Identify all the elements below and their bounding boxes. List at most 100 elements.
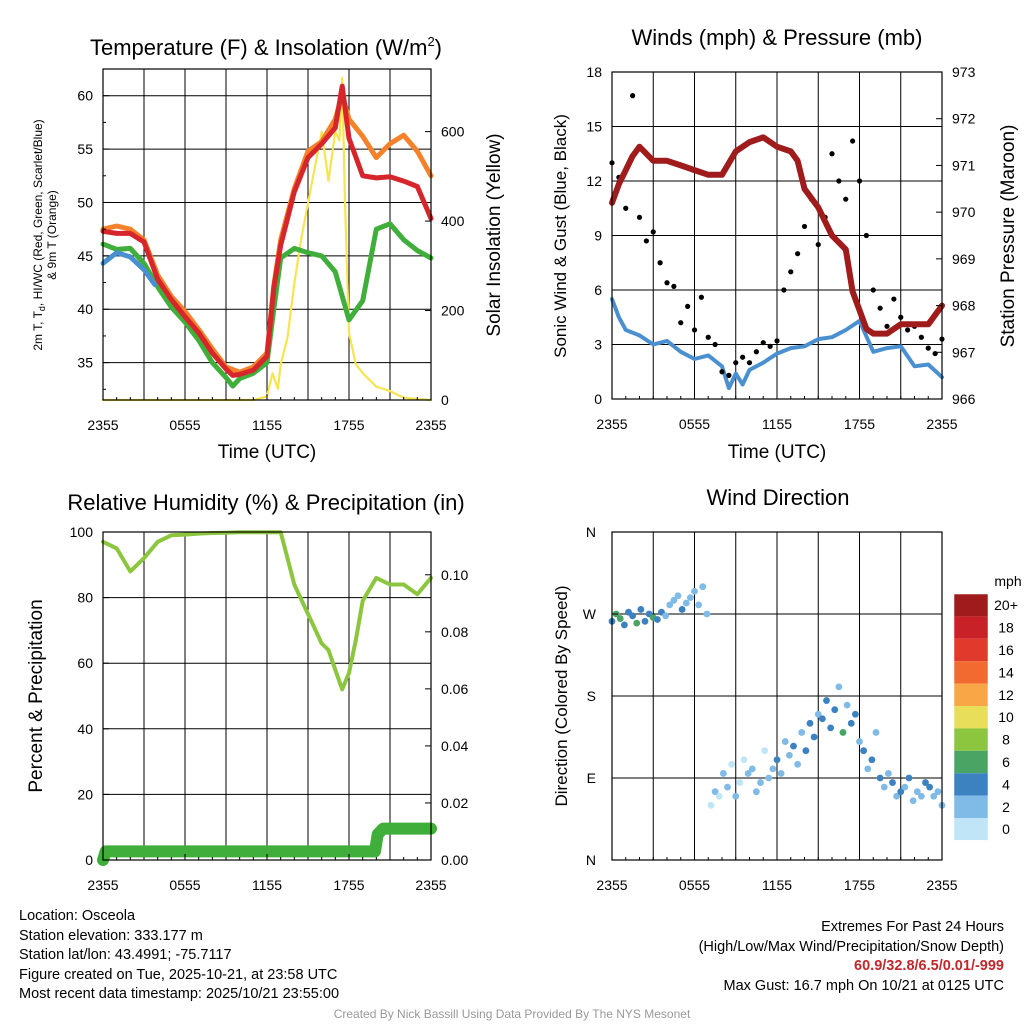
direction-point xyxy=(876,774,884,782)
wind-y-label: Sonic Wind & Gust (Blue, Black) xyxy=(551,114,570,358)
y2-tick-label: 600 xyxy=(441,124,465,140)
x-tick-label: 1155 xyxy=(762,416,792,432)
gust-point xyxy=(774,338,780,344)
direction-point xyxy=(715,792,723,800)
dewpoint-line xyxy=(100,221,434,389)
colorbar-label: 8 xyxy=(1002,732,1010,748)
colorbar-label: 0 xyxy=(1002,821,1010,837)
direction-point xyxy=(802,747,810,755)
y-tick-label: N xyxy=(586,852,596,868)
gust-point xyxy=(630,93,636,99)
y-tick-label: 50 xyxy=(77,194,93,210)
rh-y2-ticks: 0.00 0.02 0.04 0.06 0.08 0.10 xyxy=(425,567,468,868)
y-tick-label: 18 xyxy=(586,64,602,80)
rh-series xyxy=(97,530,437,866)
colorbar-swatch xyxy=(954,706,988,729)
gust-point xyxy=(905,327,911,333)
direction-point xyxy=(732,792,740,800)
direction-point xyxy=(922,779,929,786)
y2-tick-label: 972 xyxy=(952,111,976,127)
direction-point xyxy=(629,612,637,620)
gust-point xyxy=(932,350,938,357)
direction-point xyxy=(806,719,814,727)
gust-point xyxy=(781,287,787,293)
colorbar-label: 2 xyxy=(1002,799,1010,815)
recent-timestamp: Most recent data timestamp: 2025/10/21 2… xyxy=(19,986,340,1003)
direction-point xyxy=(926,783,934,791)
direction-point xyxy=(909,797,917,805)
y-tick-label: 3 xyxy=(594,337,602,353)
y2-tick-label: 0.06 xyxy=(441,681,468,697)
y-tick-label: 35 xyxy=(77,355,93,371)
y2-tick-label: 0.10 xyxy=(441,567,468,583)
colorbar-swatch xyxy=(954,773,988,796)
direction-point xyxy=(691,587,698,595)
dir-grid xyxy=(612,532,942,860)
direction-point xyxy=(818,715,826,723)
x-tick-label: 1755 xyxy=(333,417,364,433)
gust-point xyxy=(712,341,718,348)
colorbar-unit: mph xyxy=(994,573,1021,589)
wind-title: Winds (mph) & Pressure (mb) xyxy=(632,25,923,50)
direction-point xyxy=(765,774,773,782)
gust-point xyxy=(795,251,801,257)
temperature-line xyxy=(100,83,434,378)
sonic-wind-line xyxy=(610,297,944,391)
direction-point xyxy=(653,616,661,623)
gust-point xyxy=(746,360,753,366)
rh-panel: Relative Humidity (%) & Precipitation (i… xyxy=(26,490,468,893)
y2-tick-label: 0.02 xyxy=(441,795,468,811)
y2-tick-label: 970 xyxy=(952,204,976,220)
colorbar-swatch xyxy=(954,616,988,639)
direction-point xyxy=(843,701,851,709)
direction-point xyxy=(889,779,896,786)
gust-point xyxy=(705,334,711,340)
x-tick-label: 1155 xyxy=(252,877,282,893)
y-tick-label: 15 xyxy=(586,119,602,135)
direction-point xyxy=(860,747,868,755)
gust-point xyxy=(898,314,904,320)
direction-point xyxy=(868,756,876,764)
dir-y-label: Direction (Colored By Speed) xyxy=(552,585,571,806)
x-tick-label: 0555 xyxy=(679,416,710,432)
wind-series xyxy=(609,93,945,391)
direction-point xyxy=(781,738,789,745)
gust-point xyxy=(877,305,883,311)
x-tick-label: 2355 xyxy=(926,416,957,432)
temp-series xyxy=(100,76,434,402)
station-location: Location: Osceola xyxy=(19,908,136,924)
direction-point xyxy=(736,779,744,786)
temp-y-label: 2m T, Td, HI/WC (Red, Green, Scarlet/Blu… xyxy=(31,119,47,350)
y-tick-label: S xyxy=(587,688,596,704)
x-tick-label: 1755 xyxy=(844,416,875,432)
colorbar-swatch xyxy=(954,594,988,617)
direction-point xyxy=(901,783,909,791)
direction-point xyxy=(740,756,748,764)
direction-point xyxy=(835,683,843,691)
direction-point xyxy=(662,612,670,620)
rh-grid xyxy=(103,532,431,860)
y2-tick-label: 200 xyxy=(441,303,465,319)
direction-point xyxy=(695,601,703,609)
y2-tick-label: 967 xyxy=(952,344,976,360)
gust-point xyxy=(863,232,869,239)
max-gust: Max Gust: 16.7 mph On 10/21 at 0125 UTC xyxy=(723,977,1004,994)
wind-grid xyxy=(612,72,942,399)
direction-point xyxy=(831,706,839,714)
colorbar-swatch xyxy=(954,795,988,818)
colorbar-label: 14 xyxy=(998,664,1014,680)
y-tick-label: 100 xyxy=(70,524,94,540)
x-tick-label: 2355 xyxy=(596,416,627,432)
x-tick-label: 2355 xyxy=(87,877,118,893)
direction-point xyxy=(724,783,731,791)
direction-point xyxy=(790,742,797,750)
direction-point xyxy=(917,792,925,800)
station-elevation: Station elevation: 333.177 m xyxy=(19,927,203,944)
gust-point xyxy=(726,372,732,378)
y2-tick-label: 966 xyxy=(952,391,976,407)
wind-y-ticks: 0 3 6 9 12 15 18 xyxy=(586,64,618,407)
extremes-values: 60.9/32.8/6.5/0.01/-999 xyxy=(854,958,1004,975)
colorbar-label: 6 xyxy=(1002,754,1010,770)
gust-point xyxy=(740,354,746,360)
